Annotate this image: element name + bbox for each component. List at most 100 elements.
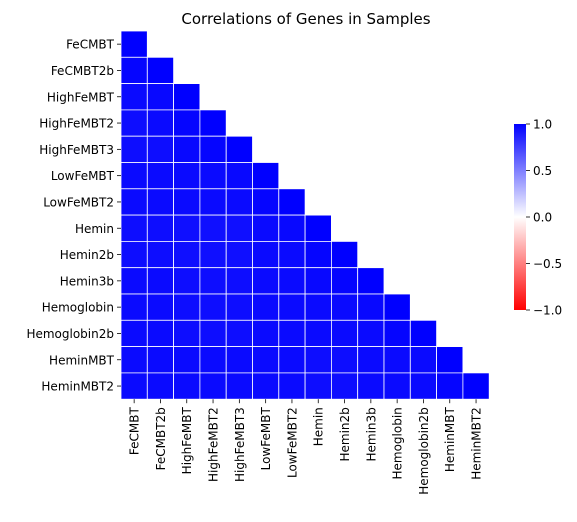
heatmap-cell [357,319,385,347]
heatmap-cell [199,346,227,374]
y-tick-labels: FeCMBT FeCMBT2b HighFeMBT HighFeMBT2 HighFeM… [26,38,121,394]
heatmap-cell [173,188,201,216]
heatmap-cell [120,293,148,321]
heatmap-cell [278,372,306,400]
x-tick-label: Hemin2b [338,407,352,461]
heatmap-cell [120,214,148,242]
heatmap-cell [383,293,411,321]
x-tick-label: Hemin [312,407,326,446]
heatmap-cell [304,267,332,295]
heatmap-cell [278,293,306,321]
heatmap-cell [225,240,253,269]
heatmap-cell [120,346,148,374]
heatmap-cell [173,372,201,400]
heatmap-cell [199,135,227,163]
heatmap-cell [146,109,175,137]
heatmap-cell [199,188,227,216]
heatmap-cell [304,346,332,374]
heatmap-cell [146,162,175,190]
heatmap-cell [225,293,253,321]
y-tick-label: Hemin [75,222,114,236]
heatmap-cell [146,83,175,111]
heatmap-cell [146,372,175,400]
heatmap-cell [330,319,359,347]
x-tick-label: HighFeMBT2 [207,407,221,482]
heatmap-cell [304,319,332,347]
colorbar-tick-label: −0.5 [533,257,562,271]
heatmap-cell [173,346,201,374]
heatmap-cell [225,135,253,163]
heatmap-cell [357,293,385,321]
heatmap-cell [146,346,175,374]
heatmap-cell [146,56,175,84]
heatmap-cell [278,188,306,216]
heatmap-cell [304,214,332,242]
y-tick-label: HighFeMBT2 [39,117,114,131]
heatmap-cell [252,372,280,400]
y-tick-label: LowFeMBT2 [43,195,114,209]
heatmap-cell [199,267,227,295]
heatmap-cell [146,135,175,163]
y-tick-label: LowFeMBT [51,169,115,183]
heatmap-cell [278,346,306,374]
x-tick-label: Hemoglobin [391,407,405,479]
heatmap-cell [304,372,332,400]
heatmap-cell [252,240,280,269]
heatmap-cell [330,346,359,374]
heatmap-cell [225,372,253,400]
x-tick-label: HighFeMBT3 [233,407,247,482]
heatmap-cell [357,346,385,374]
heatmap-cell [357,267,385,295]
heatmap-cell [146,267,175,295]
y-tick-label: Hemin3b [60,274,114,288]
x-tick-label: Hemin3b [364,407,378,461]
heatmap-cell [173,162,201,190]
heatmap-cell [252,319,280,347]
heatmap-cell [199,109,227,137]
heatmap-cell [383,372,411,400]
heatmap-cell [146,240,175,269]
heatmap-cell [225,162,253,190]
colorbar-tick-label: 0.5 [533,164,552,178]
heatmap-cell [173,83,201,111]
heatmap-cell [409,372,437,400]
heatmap-cell [120,188,148,216]
heatmap-cell [120,83,148,111]
heatmap-cell [278,214,306,242]
y-tick-label: HighFeMBT [47,90,115,104]
heatmap-cell [120,319,148,347]
heatmap-cell [199,372,227,400]
heatmap-cell [146,214,175,242]
heatmap-cell [462,372,490,400]
heatmap-cell [120,372,148,400]
heatmap-cell [199,319,227,347]
x-tick-label: LowFeMBT2 [285,407,299,478]
heatmap-cell [225,346,253,374]
x-tick-label: HeminMBT2 [470,407,484,480]
heatmap-cell [304,293,332,321]
heatmap-cell [278,267,306,295]
y-tick-label: FeCMBT2b [51,64,114,78]
colorbar-gradient [514,124,526,310]
heatmap-cell [252,188,280,216]
heatmap-cell [225,267,253,295]
heatmap-cell [120,109,148,137]
heatmap-cell [146,293,175,321]
heatmap-cell [225,188,253,216]
heatmap-cell [436,372,464,400]
heatmap-cell [120,267,148,295]
colorbar: −1.0 −0.5 0.0 0.5 1.0 [514,118,562,318]
heatmap-cell [357,372,385,400]
heatmap-cell [146,319,175,347]
x-tick-labels: FeCMBT FeCMBT2b HighFeMBT HighFeMBT2 HighFeM… [128,399,484,495]
heatmap-cell [278,319,306,347]
heatmap-cell [252,346,280,374]
heatmap-cell [409,319,437,347]
heatmap-cell [330,372,359,400]
heatmap-cell [330,240,359,269]
heatmap-cell [330,293,359,321]
y-tick-label: Hemoglobin [42,301,114,315]
heatmap-cell [199,240,227,269]
heatmap-cell [252,214,280,242]
heatmap-cell [173,267,201,295]
